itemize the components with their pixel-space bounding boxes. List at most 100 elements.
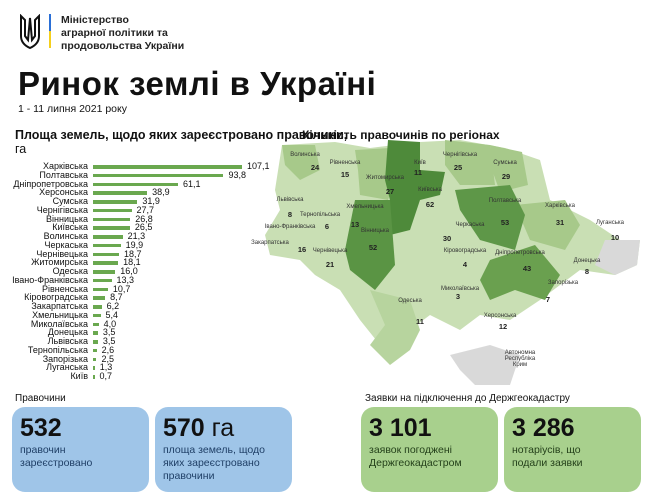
bar bbox=[93, 313, 101, 318]
bar bbox=[93, 182, 178, 186]
region-dnipropetrovska bbox=[480, 245, 560, 300]
bar-value-label: 107,1 bbox=[247, 161, 270, 171]
region-value: 8 bbox=[287, 210, 293, 219]
bar-label: Закарпатська bbox=[31, 301, 88, 311]
region-label: Тернопільська bbox=[299, 212, 341, 218]
bar bbox=[93, 322, 99, 326]
bar-value-label: 1,3 bbox=[99, 362, 113, 373]
region-label: Миколаївська bbox=[440, 286, 480, 292]
bar-value-label: 31,9 bbox=[142, 196, 160, 206]
bar bbox=[93, 252, 120, 256]
bar bbox=[93, 340, 98, 344]
region-label: Чернігівська bbox=[442, 152, 478, 158]
region-value: 29 bbox=[501, 172, 511, 181]
bar-value-label: 2,5 bbox=[101, 353, 114, 364]
region-label: Волинська bbox=[290, 152, 320, 158]
region-label: Хмельницька bbox=[346, 204, 384, 210]
page-title: Ринок землі в Україні bbox=[18, 65, 377, 102]
bar-value-label: 18,7 bbox=[124, 248, 142, 259]
deals-area-card: 570 га площа земель, щодо яких зареєстров… bbox=[155, 407, 292, 492]
region-chernihivska bbox=[445, 140, 495, 185]
bar bbox=[93, 173, 224, 178]
region-label: Рівненська bbox=[329, 160, 361, 166]
bar-label: Луганська bbox=[46, 362, 88, 373]
region-value: 13 bbox=[350, 220, 360, 229]
region-label: Закарпатська bbox=[251, 240, 289, 246]
region-label: Івано-Франківська bbox=[264, 224, 316, 230]
bar-value-label: 18,1 bbox=[123, 257, 141, 268]
bar bbox=[93, 366, 95, 370]
bar bbox=[93, 208, 132, 213]
applications-section-title: Заявки на підключення до Держгеокадастру bbox=[365, 393, 570, 404]
bar-value-label: 27,7 bbox=[136, 204, 155, 215]
region-odeska bbox=[370, 290, 420, 365]
bar-value-label: 6,2 bbox=[106, 301, 120, 311]
map-title: Кількість правочинів по регіонах bbox=[302, 128, 500, 142]
region-label: Кіровоградська bbox=[443, 248, 487, 254]
region-value: 10 bbox=[610, 233, 620, 242]
bar-value-label: 0,7 bbox=[99, 371, 113, 381]
region-value: 15 bbox=[340, 170, 350, 179]
bar bbox=[93, 375, 95, 379]
region-kyivska bbox=[385, 140, 445, 235]
bar-label: Рівненська bbox=[41, 283, 88, 294]
region-value: 53 bbox=[500, 218, 510, 227]
region-value: 3 bbox=[455, 292, 461, 301]
region-label: Автономна Республіка Крим bbox=[504, 350, 536, 368]
region-label: Харківська bbox=[545, 203, 575, 209]
region-label: Сумська bbox=[493, 160, 517, 166]
region-value: 52 bbox=[368, 243, 378, 252]
region-value: 16 bbox=[297, 245, 307, 254]
bar bbox=[93, 165, 242, 169]
bar-value-label: 8,7 bbox=[110, 292, 123, 303]
region-value: 12 bbox=[498, 322, 508, 331]
bar-value-label: 3,5 bbox=[102, 327, 116, 338]
region-crimea bbox=[450, 345, 520, 385]
region-label: Київська bbox=[418, 187, 442, 193]
region-vinnytska bbox=[345, 200, 395, 290]
bar-label: Херсонська bbox=[39, 187, 88, 198]
region-label: Полтавська bbox=[488, 198, 522, 204]
deals-count-card: 532 правочин зареєстровано bbox=[12, 407, 149, 492]
trident-emblem-icon bbox=[20, 14, 40, 50]
bar bbox=[93, 287, 108, 291]
map-outline bbox=[265, 140, 640, 350]
region-value: 11 bbox=[414, 168, 422, 177]
bar-label: Кіровоградська bbox=[24, 292, 88, 303]
region-kharkivska bbox=[515, 200, 580, 250]
region-label: Житомирська bbox=[366, 175, 404, 181]
bar bbox=[93, 270, 116, 274]
region-label: Одеська bbox=[398, 298, 422, 304]
bar-label: Одеська bbox=[52, 266, 88, 276]
applications-approved-card: 3 101 заявок погоджені Держгеокадастром bbox=[361, 407, 498, 492]
region-zhytomyrska bbox=[355, 148, 395, 200]
bar-label: Хмельницька bbox=[32, 309, 88, 320]
region-label: Донецька bbox=[573, 258, 601, 264]
region-value: 62 bbox=[425, 200, 435, 209]
bar-label: Вінницька bbox=[46, 213, 88, 224]
bar-value-label: 3,5 bbox=[102, 336, 116, 346]
region-value: 7 bbox=[545, 295, 551, 304]
region-label: Вінницька bbox=[361, 228, 389, 234]
bar-label: Київська bbox=[52, 222, 88, 233]
bar-value-label: 26,8 bbox=[135, 213, 153, 224]
bar-label: Чернігівська bbox=[36, 204, 88, 215]
bar-chart-title: Площа земель, щодо яких зареєстровано пр… bbox=[15, 128, 348, 156]
bar bbox=[93, 305, 102, 309]
bar-value-label: 26,5 bbox=[134, 222, 153, 233]
bar-label: Дніпропетровська bbox=[13, 178, 88, 189]
region-value: 11 bbox=[416, 317, 424, 326]
bar bbox=[93, 235, 123, 239]
bar-label: Івано-Франківська bbox=[12, 274, 88, 285]
bar bbox=[93, 357, 97, 361]
region-sumska bbox=[490, 145, 528, 192]
bar-label: Житомирська bbox=[31, 257, 88, 268]
bar bbox=[93, 226, 130, 230]
region-label: Запорізька bbox=[547, 280, 579, 286]
notaries-card: 3 286 нотаріусів, що подали заявки bbox=[504, 407, 641, 492]
region-value: 24 bbox=[310, 163, 320, 172]
region-label: Херсонська bbox=[483, 313, 517, 319]
bar-label: Полтавська bbox=[39, 169, 88, 180]
region-value: 43 bbox=[522, 264, 532, 273]
bar-label: Київ bbox=[70, 371, 88, 381]
